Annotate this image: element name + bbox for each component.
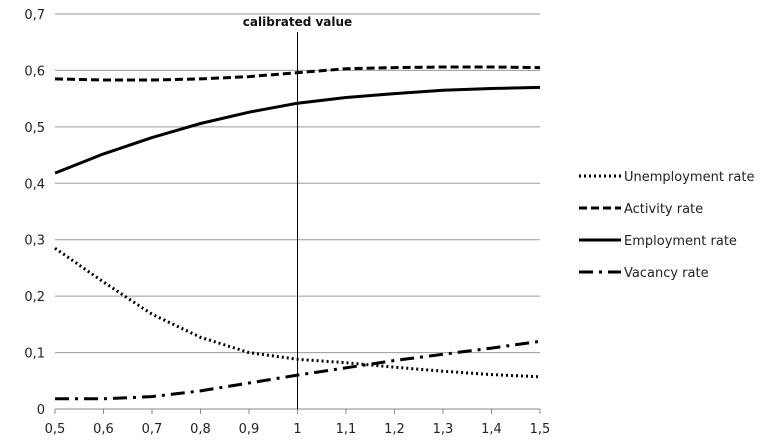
x-tick-label: 0,5 — [45, 422, 66, 437]
x-tick-label: 1 — [293, 422, 301, 437]
series-lines — [54, 65, 541, 401]
x-tick-label: 1,1 — [336, 422, 357, 437]
legend-item-activity-rate: Activity rate — [579, 202, 703, 217]
x-tick-label: 1,3 — [433, 422, 454, 437]
x-tick-label: 1,5 — [530, 422, 551, 437]
x-tick-labels: 0,5 0,6 0,7 0,8 0,9 1 1,1 1,2 1,3 1,4 1,5 — [45, 409, 551, 437]
y-tick-label: 0,1 — [24, 347, 45, 362]
activity-rate-line — [54, 65, 541, 82]
legend-item-unemployment-rate: Unemployment rate — [579, 170, 754, 185]
y-tick-labels: 0 0,1 0,2 0,3 0,4 0,5 0,6 0,7 — [24, 8, 45, 418]
calibrated-value-label: calibrated value — [243, 15, 352, 29]
x-tick-label: 0,8 — [190, 422, 211, 437]
x-tick-label: 0,7 — [142, 422, 163, 437]
y-tick-label: 0,5 — [24, 121, 45, 136]
legend: Unemployment rate Activity rate Employment… — [579, 170, 754, 281]
y-tick-label: 0,7 — [24, 8, 45, 23]
unemployment-rate-line — [54, 246, 541, 379]
vacancy-rate-line — [55, 339, 541, 401]
legend-label: Vacancy rate — [624, 266, 709, 281]
x-tick-label: 0,9 — [239, 422, 260, 437]
legend-label: Activity rate — [624, 202, 703, 217]
x-tick-label: 1,4 — [481, 422, 502, 437]
x-tick-label: 1,2 — [384, 422, 405, 437]
y-tick-label: 0,4 — [24, 177, 45, 192]
legend-item-vacancy-rate: Vacancy rate — [579, 266, 709, 281]
y-tick-label: 0,2 — [24, 290, 45, 305]
legend-label: Unemployment rate — [624, 170, 754, 185]
y-tick-label: 0,6 — [24, 64, 45, 79]
legend-item-employment-rate: Employment rate — [579, 234, 737, 249]
x-tick-label: 0,6 — [93, 422, 114, 437]
legend-label: Employment rate — [624, 234, 737, 249]
employment-rate-line — [54, 85, 541, 175]
y-tick-label: 0 — [37, 403, 45, 418]
y-tick-label: 0,3 — [24, 234, 45, 249]
